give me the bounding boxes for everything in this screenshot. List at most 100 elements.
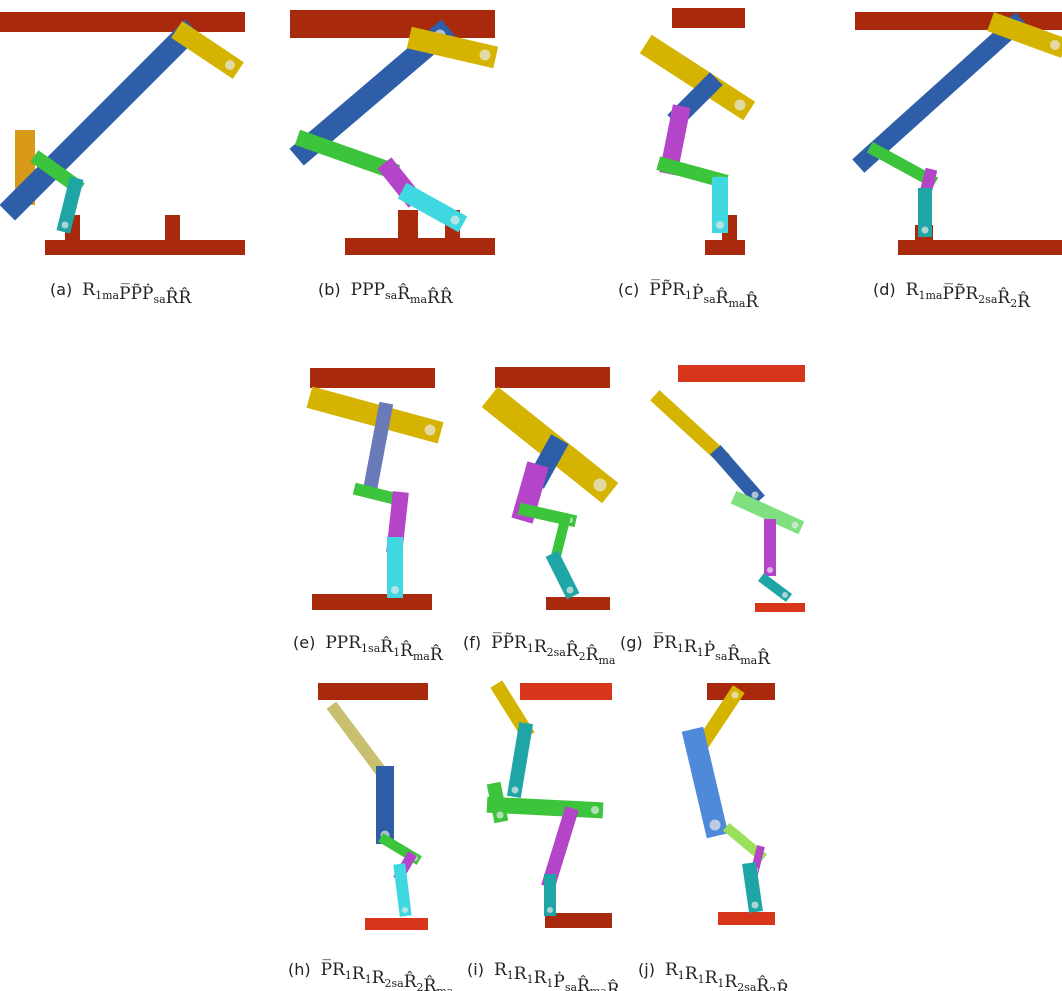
- link-base: [365, 918, 428, 930]
- joint: [225, 60, 235, 70]
- mechanism-image: [495, 367, 610, 610]
- caption: (e)PPR1saR̂1R̂maR̂: [293, 633, 444, 665]
- link-base: [0, 12, 245, 32]
- mechanism-image: [855, 12, 1062, 255]
- caption: (a)R1maP̅P̃ṖsaR̂R̂: [50, 280, 192, 308]
- joint: [1050, 40, 1060, 50]
- term-subscript: 1: [345, 969, 352, 982]
- term: R̂: [757, 649, 771, 669]
- mechanism-image: [695, 683, 775, 925]
- mechanism-image: [655, 8, 746, 255]
- term-subscript: ma: [598, 654, 615, 667]
- link: [515, 730, 525, 790]
- link-base: [398, 210, 418, 240]
- term: P̃: [954, 284, 965, 304]
- joint: [594, 479, 607, 492]
- link: [305, 35, 440, 150]
- term: Ṗ: [553, 971, 564, 991]
- term-subscript: 1: [546, 977, 553, 990]
- link-base: [45, 240, 245, 255]
- joint: [497, 812, 504, 819]
- caption-label: (f): [463, 633, 481, 652]
- link: [670, 115, 680, 165]
- term: R̂: [440, 288, 454, 308]
- term-subscript: ma: [728, 297, 745, 310]
- term-subscript: sa: [565, 981, 578, 991]
- link: [695, 740, 715, 825]
- term: P̅: [321, 959, 332, 980]
- term: R̂: [430, 645, 444, 665]
- term-subscript: 1sa: [361, 642, 381, 655]
- caption: (j)R1R1R1R2saR̂2R̂ma: [638, 960, 806, 991]
- mechanism-image: [495, 683, 612, 928]
- term: P: [374, 280, 385, 300]
- term-subscript: sa: [385, 289, 398, 302]
- joint: [62, 222, 69, 229]
- figure: (a)R1maP̅P̃ṖsaR̂R̂(b)PPPsaR̂maR̂R̂(c)P̅P…: [0, 0, 1062, 991]
- term: P̃: [661, 280, 672, 300]
- link: [555, 560, 570, 590]
- joint: [391, 586, 399, 594]
- joint: [567, 587, 574, 594]
- link-base: [678, 365, 805, 382]
- mechanism-image: [310, 368, 436, 610]
- link: [495, 805, 595, 810]
- caption-label: (g): [620, 633, 643, 652]
- caption: (i)R1R1R1ṖsaR̂maR̂: [467, 960, 621, 991]
- link: [15, 35, 185, 205]
- term-subscript: sa: [715, 650, 728, 663]
- term: P: [337, 633, 348, 653]
- caption-label: (d): [873, 280, 896, 299]
- joint: [480, 50, 491, 61]
- link: [185, 35, 230, 65]
- caption: (c)P̅P̃R1ṖsaR̂maR̂: [618, 279, 759, 312]
- link: [705, 695, 735, 740]
- term: Ṗ: [704, 640, 715, 661]
- joint: [591, 806, 599, 814]
- term: R̂: [1017, 292, 1031, 312]
- joint: [710, 820, 721, 831]
- term-subscript: 1ma: [95, 289, 119, 302]
- term: P: [325, 633, 336, 653]
- term: R̂: [745, 292, 759, 312]
- term: R̂: [178, 288, 192, 308]
- term: Ṗ: [692, 283, 703, 304]
- term-subscript: ma: [590, 985, 607, 991]
- link: [420, 40, 485, 55]
- term-subscript: 1ma: [918, 289, 942, 302]
- term: Ṗ: [142, 283, 153, 304]
- caption: (d)R1maP̅P̃R2saR̂2R̂: [873, 280, 1031, 312]
- link: [865, 25, 1015, 160]
- link: [875, 150, 930, 180]
- term: R̂: [607, 980, 621, 991]
- term-subscript: 1: [717, 977, 724, 990]
- term: P̅: [649, 279, 660, 300]
- joint: [732, 692, 739, 699]
- term: P̃: [503, 633, 514, 653]
- joint: [547, 907, 553, 913]
- link-base: [310, 368, 435, 388]
- term: P̅: [942, 283, 953, 304]
- caption: (g)P̅R1R1ṖsaR̂maR̂: [620, 632, 771, 669]
- term: P̅: [491, 632, 502, 653]
- mechanism-image: [290, 10, 495, 255]
- term-subscript: 1: [677, 642, 684, 655]
- link: [720, 455, 755, 495]
- term-subscript: 1: [685, 289, 692, 302]
- link-base: [495, 367, 610, 388]
- link: [660, 400, 720, 455]
- term: P: [362, 280, 373, 300]
- joint: [767, 567, 773, 573]
- caption-label: (c): [618, 280, 639, 299]
- link-base: [718, 912, 775, 925]
- link: [400, 870, 405, 910]
- link: [550, 815, 570, 880]
- link: [305, 140, 390, 170]
- term-subscript: 1: [527, 973, 534, 986]
- joint: [792, 522, 799, 529]
- term-subscript: 1: [365, 973, 372, 986]
- link: [495, 790, 500, 815]
- term-subscript: 1: [698, 973, 705, 986]
- term-subscript: ma: [436, 985, 453, 991]
- mechanism-image: [0, 12, 245, 255]
